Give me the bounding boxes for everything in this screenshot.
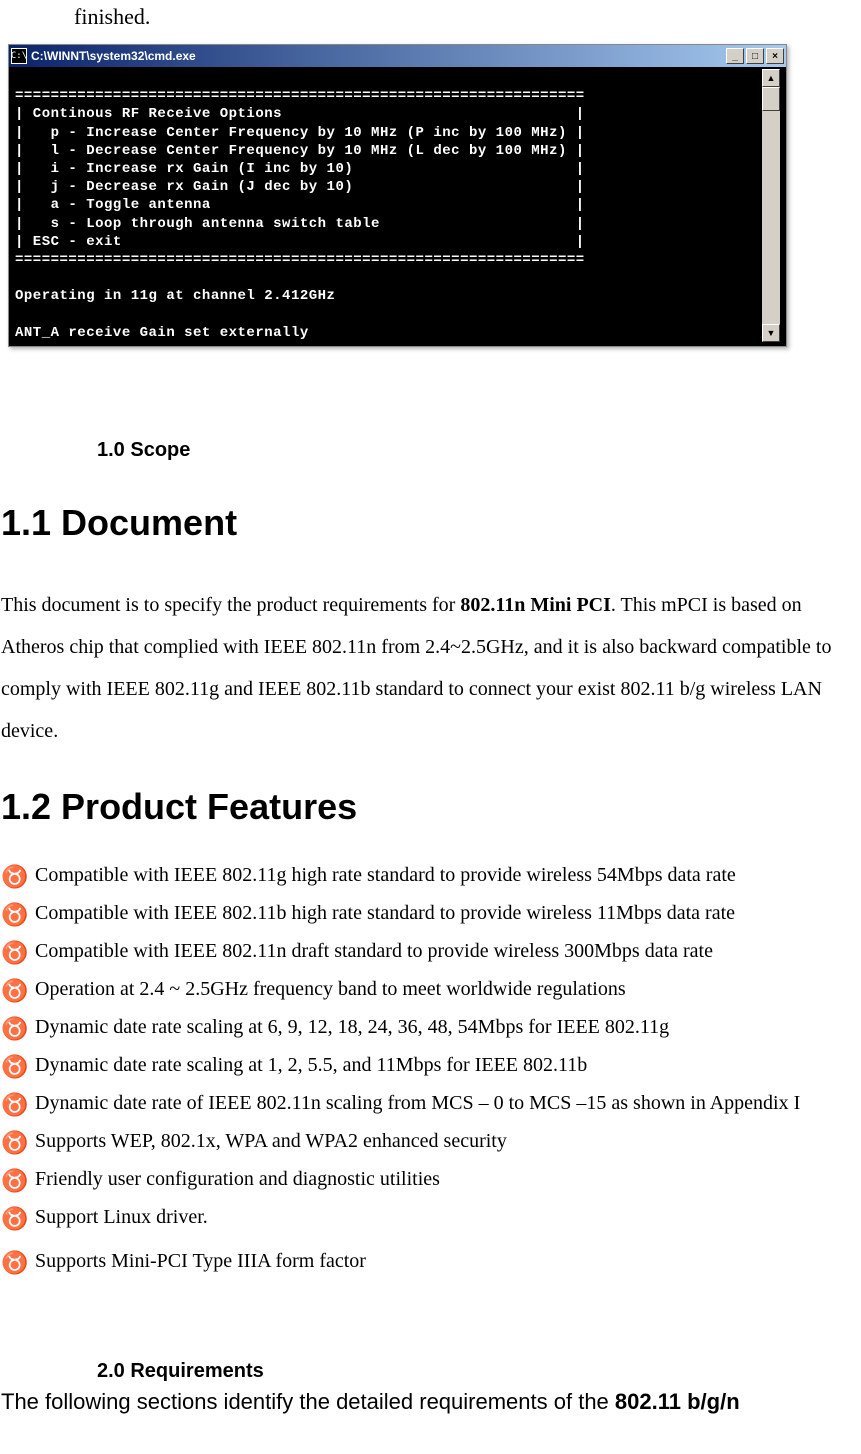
feature-text: Dynamic date rate scaling at 1, 2, 5.5, … — [35, 1054, 861, 1077]
bullet-icon: ♉ — [1, 864, 35, 888]
list-item: ♉Supports WEP, 802.1x, WPA and WPA2 enha… — [1, 1130, 861, 1154]
cmd-body: ========================================… — [9, 67, 786, 346]
feature-text: Friendly user configuration and diagnost… — [35, 1168, 861, 1191]
heading-1-2: 1.2 Product Features — [1, 786, 861, 828]
list-item: ♉Compatible with IEEE 802.11b high rate … — [1, 902, 861, 926]
cmd-window-controls: _ □ × — [726, 48, 784, 64]
feature-text: Supports WEP, 802.1x, WPA and WPA2 enhan… — [35, 1130, 861, 1153]
feature-text: Dynamic date rate of IEEE 802.11n scalin… — [35, 1092, 861, 1115]
document-paragraph: This document is to specify the product … — [1, 584, 860, 752]
closing-pre: The following sections identify the deta… — [1, 1389, 615, 1414]
list-item: ♉Operation at 2.4 ~ 2.5GHz frequency ban… — [1, 978, 861, 1002]
list-item: ♉Compatible with IEEE 802.11n draft stan… — [1, 940, 861, 964]
section-1-0-heading: 1.0 Scope — [97, 439, 861, 462]
para-bold: 802.11n Mini PCI — [460, 594, 611, 616]
close-button[interactable]: × — [766, 48, 784, 64]
cmd-icon: C:\ — [11, 48, 27, 64]
section-2-0-heading: 2.0 Requirements — [97, 1360, 861, 1383]
list-item: ♉Compatible with IEEE 802.11g high rate … — [1, 864, 861, 888]
bullet-icon: ♉ — [1, 978, 35, 1002]
cmd-icon-glyph: C:\ — [11, 51, 27, 61]
feature-text: Compatible with IEEE 802.11n draft stand… — [35, 940, 861, 963]
bullet-icon: ♉ — [1, 1092, 35, 1116]
feature-text: Support Linux driver. — [35, 1206, 861, 1229]
list-item: ♉Dynamic date rate scaling at 6, 9, 12, … — [1, 1016, 861, 1040]
feature-text: Compatible with IEEE 802.11g high rate s… — [35, 864, 861, 887]
cmd-content: ========================================… — [15, 69, 762, 342]
list-item: ♉Supports Mini-PCI Type IIIA form factor — [1, 1250, 861, 1274]
maximize-button[interactable]: □ — [746, 48, 764, 64]
feature-text: Compatible with IEEE 802.11b high rate s… — [35, 902, 861, 925]
feature-text: Dynamic date rate scaling at 6, 9, 12, 1… — [35, 1016, 861, 1039]
list-item: ♉Dynamic date rate of IEEE 802.11n scali… — [1, 1092, 861, 1116]
bullet-icon: ♉ — [1, 902, 35, 926]
bullet-icon: ♉ — [1, 1206, 35, 1230]
cmd-titlebar: C:\ C:\WINNT\system32\cmd.exe _ □ × — [9, 45, 786, 67]
para-post: . This mPCI is based on Atheros chip tha… — [1, 594, 831, 742]
bullet-icon: ♉ — [1, 1168, 35, 1192]
feature-list: ♉Compatible with IEEE 802.11g high rate … — [1, 864, 861, 1274]
minimize-button[interactable]: _ — [726, 48, 744, 64]
para-pre: This document is to specify the product … — [1, 594, 460, 616]
bullet-icon: ♉ — [1, 940, 35, 964]
cmd-scrollbar: ▲ ▼ — [762, 69, 780, 342]
scroll-thumb[interactable] — [762, 87, 780, 111]
closing-text: The following sections identify the deta… — [1, 1389, 861, 1415]
heading-1-1: 1.1 Document — [1, 502, 861, 544]
closing-bold: 802.11 b/g/n — [615, 1389, 740, 1414]
feature-text: Supports Mini-PCI Type IIIA form factor — [35, 1250, 861, 1273]
bullet-icon: ♉ — [1, 1130, 35, 1154]
list-item: ♉Support Linux driver. — [1, 1206, 861, 1230]
finished-text: finished. — [74, 4, 861, 30]
cmd-window: C:\ C:\WINNT\system32\cmd.exe _ □ × ====… — [8, 44, 787, 347]
list-item: ♉Friendly user configuration and diagnos… — [1, 1168, 861, 1192]
list-item: ♉Dynamic date rate scaling at 1, 2, 5.5,… — [1, 1054, 861, 1078]
scroll-up-button[interactable]: ▲ — [762, 69, 780, 87]
scroll-down-button[interactable]: ▼ — [762, 324, 780, 342]
cmd-title: C:\WINNT\system32\cmd.exe — [31, 49, 726, 63]
bullet-icon: ♉ — [1, 1250, 35, 1274]
scroll-track[interactable] — [762, 87, 780, 324]
bullet-icon: ♉ — [1, 1054, 35, 1078]
bullet-icon: ♉ — [1, 1016, 35, 1040]
feature-text: Operation at 2.4 ~ 2.5GHz frequency band… — [35, 978, 861, 1001]
